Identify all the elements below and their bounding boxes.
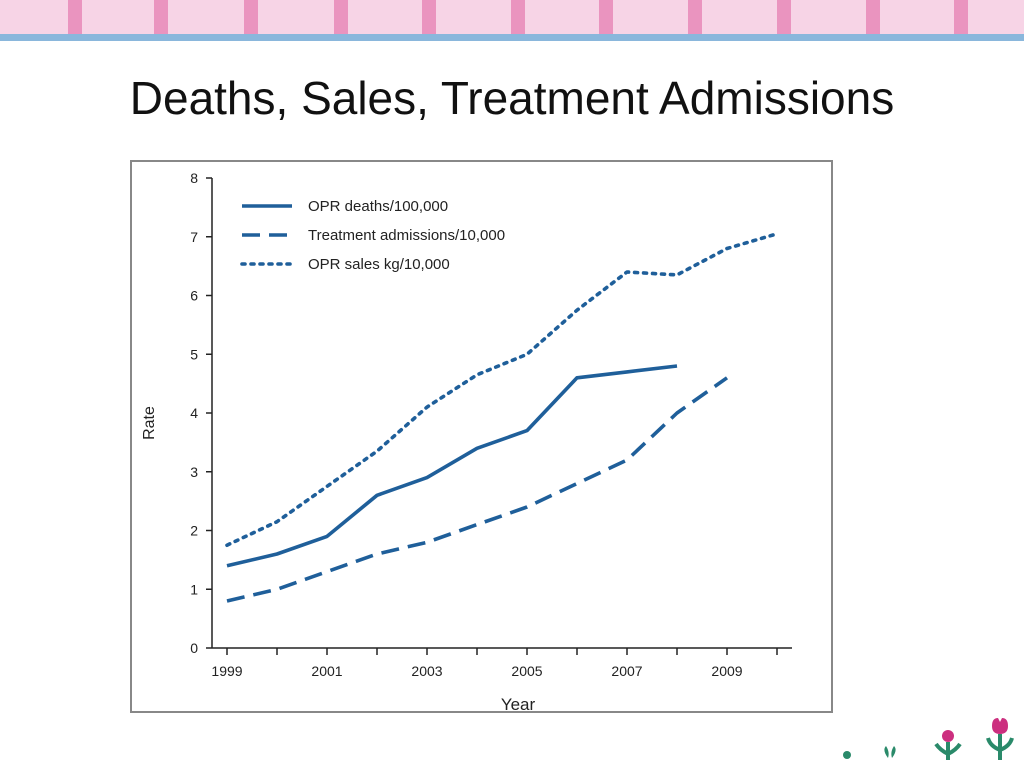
top-blue-rule — [0, 34, 1024, 41]
chart-frame: 0 1 2 3 4 5 6 7 8 1999 2001 2003 2005 2007 2009 Year Rat… — [130, 160, 833, 713]
band-stripe — [511, 0, 525, 34]
y-tick-label: 2 — [190, 523, 198, 539]
y-tick-label: 0 — [190, 640, 198, 656]
band-stripe — [688, 0, 702, 34]
y-tick-label: 4 — [190, 405, 198, 421]
band-stripe — [954, 0, 968, 34]
legend-label-1: OPR deaths/100,000 — [308, 198, 448, 215]
band-stripe — [154, 0, 168, 34]
x-tick-label: 2003 — [411, 663, 442, 679]
legend-label-2: Treatment admissions/10,000 — [308, 227, 505, 244]
band-stripe — [244, 0, 258, 34]
y-tick-label: 3 — [190, 464, 198, 480]
y-tick-label: 6 — [190, 288, 198, 304]
x-tick-label: 2009 — [711, 663, 742, 679]
tulip-flower-icon — [992, 718, 1008, 734]
x-tick-label: 2005 — [511, 663, 542, 679]
band-stripe — [334, 0, 348, 34]
band-stripe — [599, 0, 613, 34]
legend-label-3: OPR sales kg/10,000 — [308, 256, 450, 273]
y-axis-title: Rate — [141, 406, 158, 440]
series-line-1 — [226, 364, 678, 568]
series-line-2 — [226, 376, 729, 603]
flower-stem-icon — [934, 742, 962, 760]
x-axis-title: Year — [501, 695, 536, 711]
y-tick-label: 8 — [190, 170, 198, 186]
band-stripe — [866, 0, 880, 34]
x-tick-label: 2001 — [311, 663, 342, 679]
line-chart: 0 1 2 3 4 5 6 7 8 1999 2001 2003 2005 2007 2009 Year Rat… — [141, 170, 792, 711]
y-tick-label: 1 — [190, 581, 198, 597]
flower-bud-icon — [942, 730, 954, 742]
sprout-icon — [884, 746, 896, 758]
band-stripe — [777, 0, 791, 34]
top-decorative-band — [0, 0, 1024, 34]
band-stripe — [68, 0, 82, 34]
band-stripe — [422, 0, 436, 34]
slide-title: Deaths, Sales, Treatment Admissions — [129, 72, 895, 124]
leaf-dot-icon — [843, 751, 851, 759]
flower-decoration-icon — [843, 718, 1014, 760]
x-tick-label: 2007 — [611, 663, 642, 679]
series-line-3 — [225, 232, 779, 548]
tulip-stem-icon — [986, 734, 1014, 760]
y-tick-label: 7 — [190, 229, 198, 245]
y-tick-label: 5 — [190, 346, 198, 362]
x-tick-label: 1999 — [211, 663, 242, 679]
